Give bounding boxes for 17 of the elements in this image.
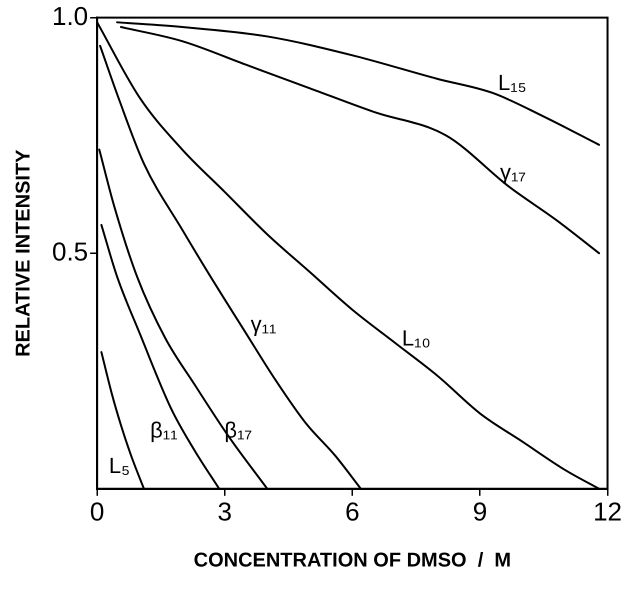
series-label: L₅ — [108, 452, 130, 478]
y-tick-label: 1.0 — [52, 0, 88, 31]
x-tick-label: 0 — [90, 496, 104, 527]
series-label: β₁₁ — [150, 417, 178, 442]
series-label: L₁₀ — [402, 325, 431, 350]
x-tick-label: 9 — [472, 496, 488, 527]
x-tick-label: 6 — [345, 496, 360, 527]
y-axis-title: RELATIVE INTENSITY — [12, 148, 35, 357]
x-tick-label: 12 — [593, 496, 622, 527]
y-tick-label: 0.5 — [52, 236, 88, 266]
line-series — [120, 26, 600, 254]
line-series — [116, 21, 600, 146]
series-label: γ₁₁ — [250, 311, 276, 336]
x-axis-title: CONCENTRATION OF DMSO / M — [194, 550, 512, 572]
series-label: L₁₅ — [498, 70, 527, 96]
series-label: γ₁₇ — [500, 160, 526, 185]
x-tick-label: 3 — [218, 496, 232, 527]
